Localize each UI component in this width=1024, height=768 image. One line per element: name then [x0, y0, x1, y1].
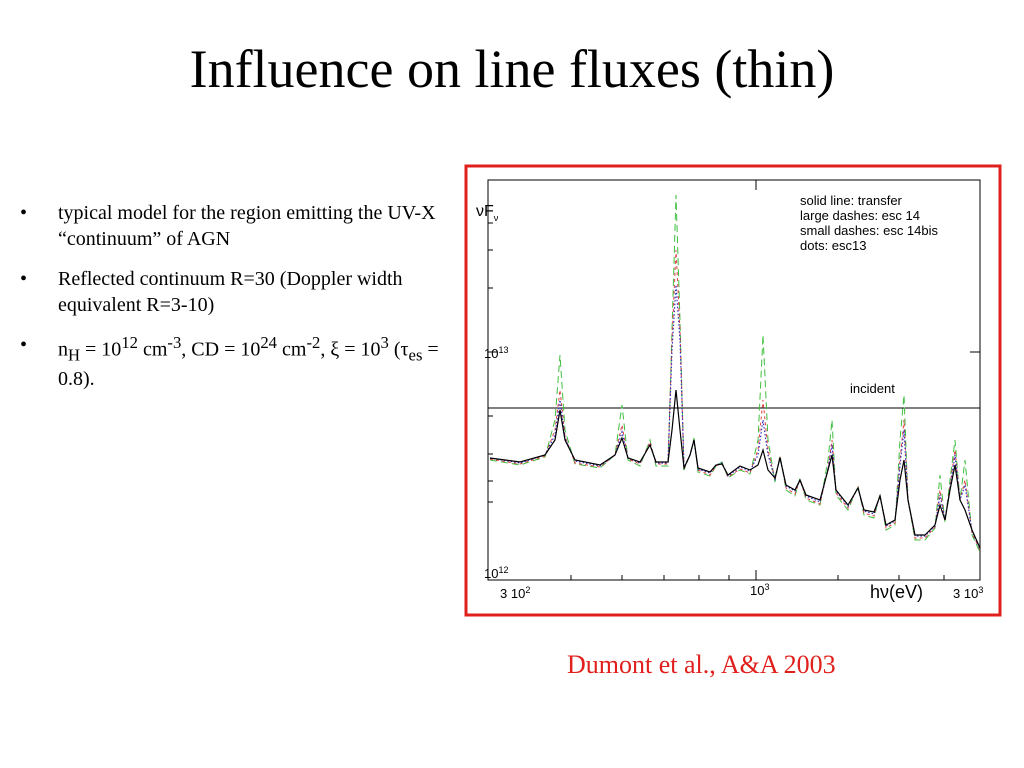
subscript: es [408, 345, 423, 365]
text-run: 3 10 [953, 586, 978, 601]
text-run: 10 [750, 583, 764, 598]
legend-entry: solid line: transfer [800, 193, 903, 208]
text-run: , ξ = 10 [320, 338, 381, 361]
supscript: 12 [498, 565, 508, 575]
axis-ticks [488, 180, 980, 580]
x-tick-label: 103 [750, 582, 769, 598]
bullet: typical model for the region emitting th… [18, 200, 448, 252]
text-run: Reflected continuum R=30 (Doppler width … [58, 268, 403, 316]
text-run: (τ [388, 338, 409, 361]
text-run: 10 [484, 566, 498, 581]
subscript: ν [494, 213, 499, 223]
text-run: 10 [484, 346, 498, 361]
bullet: nH = 1012 cm-3, CD = 1024 cm-2, ξ = 103 … [18, 332, 448, 392]
text-run: = 10 [80, 338, 122, 361]
subscript: H [68, 345, 81, 365]
legend-entry: large dashes: esc 14 [800, 208, 920, 223]
annotation: incident [850, 381, 895, 396]
text-run: typical model for the region emitting th… [58, 202, 436, 250]
citation: Dumont et al., A&A 2003 [567, 650, 836, 679]
supscript: 3 [978, 585, 983, 595]
supscript: -3 [167, 333, 182, 352]
slide-title: Influence on line fluxes (thin) [189, 39, 835, 99]
supscript: 2 [525, 585, 530, 595]
x-tick-label: 3 102 [500, 585, 530, 601]
text-run: = 0.8). [58, 338, 439, 391]
legend-entry: small dashes: esc 14bis [800, 223, 939, 238]
x-axis-label: hν(eV) [870, 582, 923, 602]
figure-frame [464, 164, 1002, 617]
legend-entry: dots: esc13 [800, 238, 867, 253]
supscript: 12 [121, 333, 138, 352]
curve-solid [489, 389, 981, 549]
text-run: cm [137, 338, 168, 361]
y-tick-label: 1013 [484, 345, 508, 361]
supscript: -2 [306, 333, 321, 352]
text-run: n [58, 338, 68, 361]
text-run: νF [476, 203, 494, 220]
y-tick-label: 1012 [484, 565, 508, 581]
supscript: 3 [764, 582, 769, 592]
x-tick-label: 3 103 [953, 585, 983, 601]
text-run: 3 10 [500, 586, 525, 601]
plot-frame [487, 179, 981, 581]
y-axis-label: νFν [476, 203, 499, 223]
supscript: 13 [498, 345, 508, 355]
supscript: 24 [260, 333, 277, 352]
text-run: cm [277, 338, 307, 361]
text-run: , CD = 10 [181, 338, 261, 361]
bullet: Reflected continuum R=30 (Doppler width … [18, 266, 448, 318]
supscript: 3 [380, 333, 389, 352]
bullet-list: typical model for the region emitting th… [18, 200, 448, 406]
